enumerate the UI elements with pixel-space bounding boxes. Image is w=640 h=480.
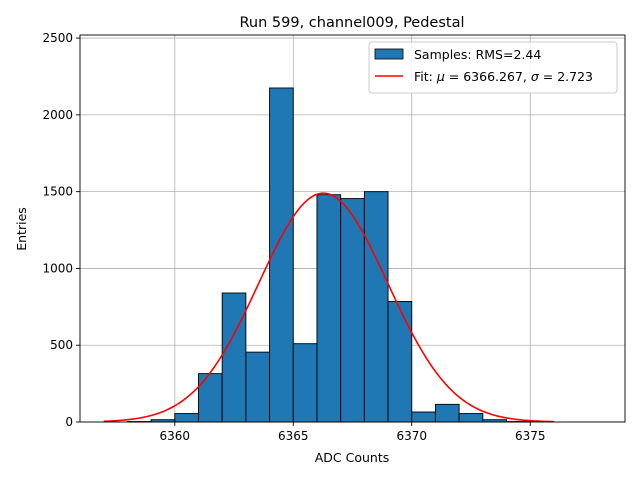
y-tick-label: 500 — [50, 338, 73, 352]
histogram-bar — [292, 343, 318, 423]
legend-box — [368, 41, 618, 94]
plot-frame — [79, 34, 626, 423]
chart-title: Run 599, channel009, Pedestal — [239, 15, 464, 31]
histogram-bar — [316, 194, 342, 423]
x-tick-label: 6365 — [278, 429, 309, 443]
legend-fit-label: Fit: μ = 6366.267, σ = 2.723 — [414, 69, 593, 84]
y-tick-label: 2500 — [42, 31, 73, 45]
histogram-bar — [174, 413, 199, 423]
y-tick-label: 1000 — [42, 261, 73, 275]
y-tick-label: 1500 — [42, 185, 73, 199]
histogram-bar — [245, 351, 271, 423]
histogram-bar — [411, 411, 436, 423]
y-tick-label: 2000 — [42, 108, 73, 122]
histogram-bar — [269, 87, 294, 423]
fit-curve — [103, 192, 554, 423]
histogram-bar — [434, 403, 460, 423]
histogram-bar — [198, 373, 223, 423]
histogram-bar — [221, 292, 247, 423]
histogram-bar — [458, 413, 484, 423]
y-tick-label: 0 — [65, 415, 73, 429]
y-axis-ticks: 0 500 1000 1500 2000 2500 — [42, 31, 80, 429]
x-axis-ticks: 6360 6365 6370 6375 — [160, 422, 546, 443]
histogram-bar — [387, 300, 413, 423]
y-axis-label: Entries — [14, 207, 29, 251]
legend: Samples: RMS=2.44 Fit: μ = 6366.267, σ =… — [368, 41, 618, 94]
x-tick-label: 6375 — [515, 429, 546, 443]
histogram-bar — [340, 198, 365, 423]
x-axis-label: ADC Counts — [315, 450, 390, 465]
x-tick-label: 6370 — [396, 429, 427, 443]
legend-histogram-swatch — [374, 48, 404, 60]
x-tick-label: 6360 — [160, 429, 191, 443]
histogram-bar — [363, 191, 389, 423]
legend-histogram-label: Samples: RMS=2.44 — [414, 47, 541, 62]
